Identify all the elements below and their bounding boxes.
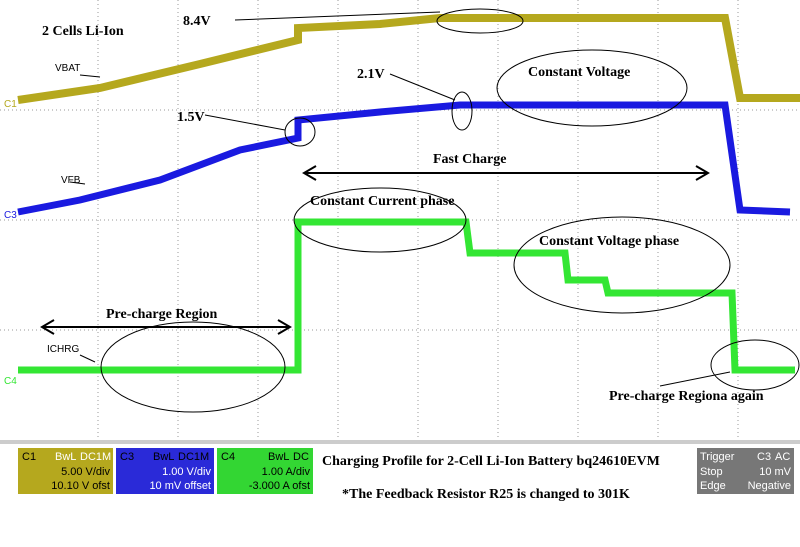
channel-bw: BwL — [268, 451, 289, 463]
vbat-trace — [17, 14, 800, 104]
channel-bw: BwL — [55, 451, 76, 463]
trigger-panel: Trigger C3 AC Stop 10 mV Edge Negative — [697, 448, 794, 494]
annotation: 8.4V — [183, 14, 211, 29]
title: 2 Cells Li-Ion — [42, 24, 124, 39]
annotation: Pre-charge Region — [106, 307, 218, 322]
channel-scale: 5.00 V/div — [61, 466, 110, 478]
channel-panel: C3 BwL DC1M 1.00 V/div 10 mV offset — [116, 448, 214, 494]
trigger-type: Edge — [700, 480, 726, 492]
annotation: Pre-charge Regiona again — [609, 389, 764, 404]
caption: Charging Profile for 2-Cell Li-Ion Batte… — [322, 454, 660, 469]
channel-name: C4 — [221, 451, 235, 463]
trace-label: ICHRG — [47, 344, 79, 355]
annotation-shapes — [40, 8, 800, 413]
channel-offset: -3.000 A ofst — [249, 480, 310, 492]
channel-name: C3 — [120, 451, 134, 463]
annotation: 2.1V — [357, 67, 385, 82]
trigger-slope: Negative — [748, 480, 791, 492]
channel-coupling: DC1M — [80, 451, 111, 463]
trigger-channel: C3 — [757, 451, 771, 463]
channel-bw: BwL — [153, 451, 174, 463]
annotation: Fast Charge — [433, 152, 507, 167]
trigger-title: Trigger — [700, 451, 735, 463]
channel-name: C1 — [22, 451, 36, 463]
channel-scale: 1.00 A/div — [262, 466, 311, 478]
channel-coupling: DC — [293, 451, 309, 463]
channel-coupling: DC1M — [178, 451, 209, 463]
annotation: 1.5V — [177, 110, 205, 125]
trace-label: VBAT — [55, 63, 80, 74]
trigger-mode: Stop — [700, 466, 723, 478]
caption: *The Feedback Resistor R25 is changed to… — [342, 487, 630, 502]
trigger-level: 10 mV — [759, 466, 791, 478]
channel-panel: C4 BwL DC 1.00 A/div -3.000 A ofst — [217, 448, 313, 494]
annotation: Constant Voltage phase — [539, 234, 679, 249]
channel-scale: 1.00 V/div — [162, 466, 211, 478]
channel-marker: C3 — [4, 210, 17, 221]
trigger-coupling: AC — [775, 451, 790, 463]
vfb-trace — [17, 101, 791, 216]
channel-marker: C1 — [4, 99, 17, 110]
channel-offset: 10.10 V ofst — [51, 480, 110, 492]
channel-panel: C1 BwL DC1M 5.00 V/div 10.10 V ofst — [18, 448, 113, 494]
channel-marker: C4 — [4, 376, 17, 387]
channel-offset: 10 mV offset — [149, 480, 211, 492]
annotation: Constant Current phase — [310, 194, 454, 209]
ichrg-trace — [18, 218, 795, 374]
divider — [0, 440, 800, 444]
annotation: Constant Voltage — [528, 65, 630, 80]
trace-label: VFB — [61, 175, 81, 186]
